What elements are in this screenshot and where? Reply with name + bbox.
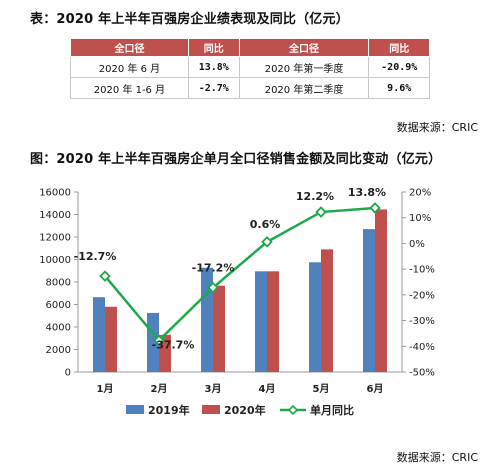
performance-table: 全口径 同比 全口径 同比 2020 年 6 月 13.8% 2020 年第一季… [70,38,430,99]
legend-label-yoy: 单月同比 [310,403,354,417]
table-header-cell: 全口径 [70,38,189,57]
table-header-cell: 同比 [368,38,430,57]
y-right-tick-label: -10% [409,265,435,276]
table-header-cell: 全口径 [238,38,370,57]
bar-2020 [213,285,225,372]
table-cell: 2020 年 1-6 月 [70,77,189,99]
bar-2020 [267,271,279,372]
yoy-point [207,281,219,294]
y-left-tick-label: 10000 [39,255,71,266]
table-row: 2020 年 6 月 13.8% 2020 年第一季度 -20.9% [70,56,430,78]
yoy-data-label: -37.7% [152,338,195,351]
y-left-tick-label: 8000 [46,278,71,289]
legend-swatch-2019 [126,405,144,414]
bar-2020 [159,334,171,372]
y-right-tick-label: -40% [409,342,435,353]
x-tick-label: 4月 [259,383,276,395]
yoy-data-label: 0.6% [250,218,281,231]
source-note-top: 数据来源：CRIC [396,121,478,134]
yoy-point [261,236,273,248]
y-left-tick-label: 12000 [39,233,71,244]
y-left-tick-label: 16000 [39,188,71,199]
bar-2019 [309,262,321,372]
table-cell: 2020 年第一季度 [238,56,370,78]
y-left-tick-label: 14000 [39,210,71,221]
y-right-tick-label: 10% [409,213,431,224]
sales-chart: 0 2000 4000 6000 8000 10000 12000 14000 16000 -50… [39,186,435,417]
y-left-tick-label: 0 [65,368,71,379]
legend-label-2020: 2020年 [224,403,266,417]
yoy-data-label: 12.2% [296,190,334,203]
x-tick-label: 5月 [313,383,330,395]
x-tick-label: 6月 [367,383,384,395]
yoy-point [369,202,381,214]
y-right-tick-label: 0% [409,239,425,250]
bar-2020 [105,306,117,372]
yoy-point [153,334,165,347]
bar-2019 [147,312,159,372]
yoy-point [99,270,111,282]
yoy-point [315,206,327,218]
x-tick-label: 2月 [151,383,168,395]
legend-label-2019: 2019年 [148,403,190,417]
table-cell: 2020 年 6 月 [70,56,189,78]
table-cell: 2020 年第二季度 [238,77,370,99]
yoy-data-label: 13.8% [348,186,386,199]
table-header-cell: 同比 [187,38,240,57]
table-cell: -20.9% [368,56,430,78]
y-right-tick-label: -30% [409,316,435,327]
yoy-line [104,206,376,343]
table-row: 2020 年 1-6 月 -2.7% 2020 年第二季度 9.6% [70,77,430,99]
source-note-bottom: 数据来源：CRIC [396,451,478,464]
x-tick-label: 3月 [205,383,222,395]
table-cell: 9.6% [368,77,430,99]
table-title: 表：2020 年上半年百强房企业绩表现及同比（亿元） [30,12,349,27]
table-cell: 13.8% [187,56,240,78]
bar-2019 [93,297,105,372]
bar-2019 [363,229,375,372]
yoy-data-label: -12.7% [74,250,117,263]
y-left-tick-label: 6000 [46,300,71,311]
legend-swatch-2020 [202,405,220,414]
y-left-tick-label: 2000 [46,345,71,356]
y-right-tick-label: -20% [409,290,435,301]
legend-marker-yoy [287,404,299,416]
chart-title: 图：2020 年上半年百强房企单月全口径销售金额及同比变动（亿元） [30,152,442,167]
y-right-tick-label: 20% [409,188,431,199]
table-header-row: 全口径 同比 全口径 同比 [70,38,430,57]
bar-2020 [321,249,333,372]
bar-2019 [201,267,213,372]
bar-2019 [255,271,267,372]
y-left-tick-label: 4000 [46,323,71,334]
bar-2020 [375,209,387,372]
table-cell: -2.7% [187,77,240,99]
x-tick-label: 1月 [97,383,114,395]
y-right-tick-label: -50% [409,368,435,379]
yoy-data-label: -17.2% [192,262,235,275]
